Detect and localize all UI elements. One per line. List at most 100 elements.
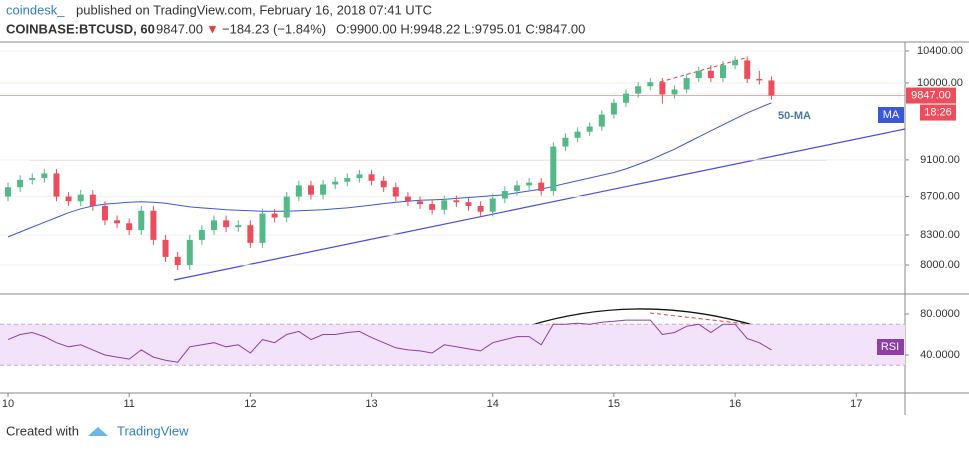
candle-body	[538, 182, 545, 191]
ma-line	[7, 102, 772, 238]
ma-tag: MA	[883, 109, 900, 121]
candle-body	[719, 65, 726, 79]
published: published on TradingView.com, February 1…	[76, 2, 432, 17]
candle-body	[114, 220, 121, 224]
candle-body	[392, 187, 399, 197]
candle-body	[29, 178, 36, 180]
y-tick-label: 10400.00	[917, 45, 963, 57]
y-tick-label: 10000.00	[917, 77, 963, 89]
y-tick-label: 9100.00	[920, 154, 960, 166]
candle-body	[344, 178, 351, 182]
footer-created: Created with	[6, 423, 79, 438]
candle-body	[41, 173, 48, 179]
candle-body	[53, 173, 60, 197]
arc	[527, 308, 771, 331]
candle-body	[526, 182, 533, 186]
author[interactable]: coindesk_	[6, 2, 65, 17]
candle-body	[671, 89, 678, 95]
candle-body	[441, 200, 448, 210]
candle-body	[186, 239, 193, 265]
change: −184.23 (−1.84%)	[222, 21, 326, 36]
candle-body	[501, 190, 508, 199]
rsi-band	[0, 324, 905, 366]
candle-body	[174, 256, 181, 265]
candle-body	[356, 174, 363, 179]
candle-body	[453, 200, 460, 203]
ma-tag-box	[878, 107, 904, 123]
candle-body	[295, 185, 302, 197]
candle-body	[513, 185, 520, 191]
candle-body	[17, 179, 24, 188]
candle-body	[101, 205, 108, 221]
candle-body	[77, 194, 84, 202]
candle-body	[574, 131, 581, 138]
candle-body	[744, 60, 751, 79]
candle-body	[586, 126, 593, 132]
ma-label: 50-MA	[778, 110, 811, 122]
x-tick-label: 14	[487, 398, 499, 410]
candle-body	[429, 204, 436, 210]
candle-body	[756, 78, 763, 81]
candle-body	[695, 70, 702, 79]
candle-body	[732, 60, 739, 66]
rsi-tag-box	[877, 339, 904, 355]
y-tick-label: 80.0000	[920, 308, 960, 320]
candle-body	[623, 93, 630, 103]
rsi-line	[7, 319, 772, 363]
candle-body	[198, 230, 205, 240]
candle-body	[332, 181, 339, 185]
x-tick-label: 10	[2, 398, 14, 410]
candle-body	[4, 187, 11, 197]
candle-body	[138, 210, 145, 231]
price-box	[906, 87, 956, 104]
y-tick-label: 8300.00	[920, 229, 960, 241]
candle-body	[477, 205, 484, 212]
candle-body	[550, 146, 557, 191]
candle-body	[89, 194, 96, 206]
countdown: 18:26	[924, 106, 952, 118]
candle-body	[647, 82, 654, 87]
candle-body	[635, 86, 642, 94]
candle-body	[126, 223, 133, 231]
candle-body	[150, 210, 157, 240]
footer-brand[interactable]: TradingView	[117, 423, 189, 438]
x-tick-label: 11	[123, 398, 134, 410]
candle-body	[768, 80, 775, 96]
x-tick-label: 16	[729, 398, 741, 410]
candle-body	[271, 213, 278, 218]
rsi-tag: RSI	[881, 341, 899, 353]
arrow: ▼	[206, 21, 219, 36]
y-tick-label: 8700.00	[920, 190, 960, 202]
y-tick-label: 8000.00	[920, 259, 960, 271]
candle-body	[404, 196, 411, 202]
price-label: 9847.00	[911, 89, 951, 101]
divergence-line	[659, 57, 746, 83]
logo	[88, 427, 108, 436]
last: 9847.00	[156, 21, 203, 36]
x-tick-label: 13	[365, 398, 377, 410]
candle-body	[283, 196, 290, 218]
candle-body	[259, 213, 266, 243]
candle-body	[162, 239, 169, 257]
candle-body	[417, 201, 424, 205]
candle-body	[683, 78, 690, 90]
x-tick-label: 12	[244, 398, 256, 410]
candle-body	[465, 202, 472, 206]
candle-body	[707, 70, 714, 79]
candle-body	[307, 185, 314, 195]
symbol: COINBASE:BTCUSD, 60	[6, 21, 155, 36]
candle-body	[65, 196, 72, 202]
candle-body	[598, 114, 605, 127]
trend-line	[173, 128, 906, 281]
candle-body	[235, 225, 242, 228]
y-tick-label: 40.0000	[920, 349, 960, 361]
countdown-box	[920, 104, 956, 121]
candle-body	[247, 225, 254, 243]
candle-body	[610, 102, 617, 115]
candle-body	[562, 137, 569, 147]
candle-body	[368, 174, 375, 181]
candle-body	[211, 220, 218, 231]
candle-body	[659, 82, 666, 95]
